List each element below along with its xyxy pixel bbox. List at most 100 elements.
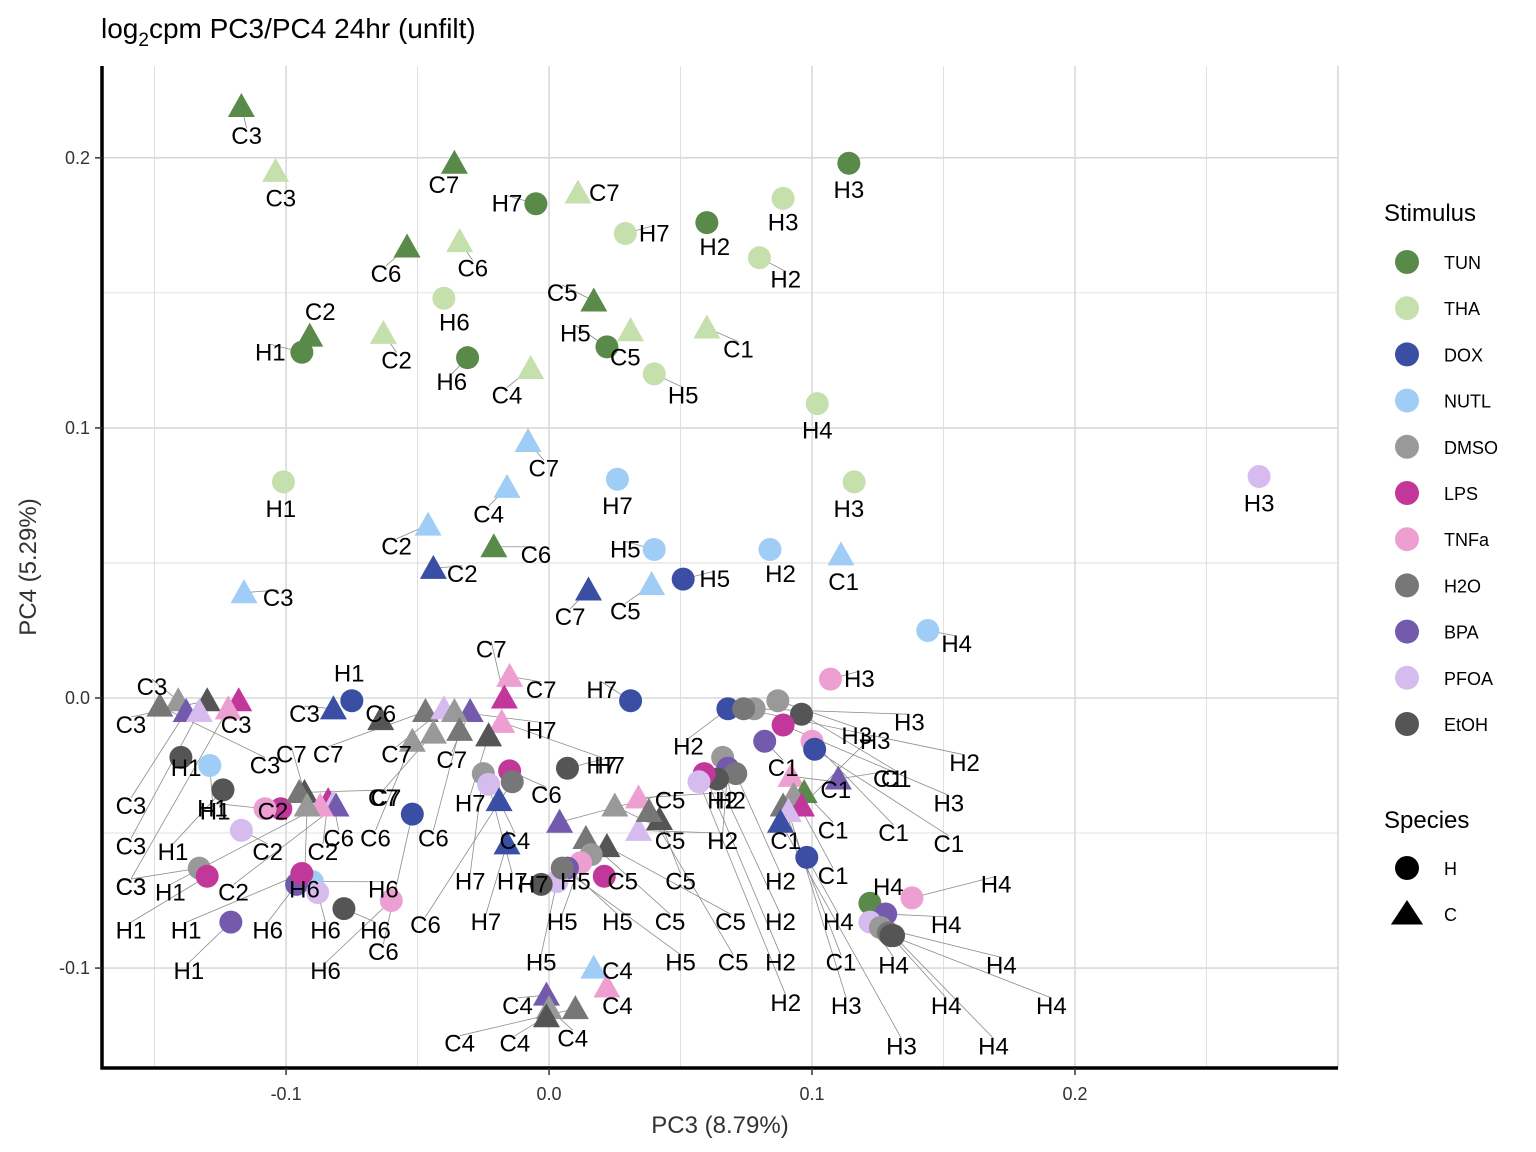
point-label: H1 bbox=[255, 339, 286, 366]
point-label: C6 bbox=[521, 542, 552, 569]
point-dox-h bbox=[671, 567, 695, 591]
point-label: H2 bbox=[707, 828, 738, 855]
leader-line bbox=[561, 867, 681, 955]
point-label: H3 bbox=[933, 790, 964, 817]
point-lps-h bbox=[771, 713, 795, 737]
point-label: H1 bbox=[158, 839, 189, 866]
point-label: C3 bbox=[116, 874, 147, 901]
legend-label-tha: THA bbox=[1444, 299, 1480, 319]
leader-line bbox=[911, 875, 997, 899]
point-label: C2 bbox=[381, 534, 412, 561]
y-axis-title: PC4 (5.29%) bbox=[15, 498, 42, 635]
stimulus-legend-title: Stimulus bbox=[1384, 200, 1476, 227]
point-label: C1 bbox=[818, 863, 849, 890]
point-label: C6 bbox=[365, 701, 396, 728]
point-tha-c bbox=[262, 157, 290, 182]
point-label: H6 bbox=[289, 877, 320, 904]
point-tnfa-c bbox=[777, 762, 805, 787]
point-tnfa-h bbox=[253, 797, 277, 821]
point-label: C3 bbox=[263, 585, 294, 612]
legend-swatch-dox bbox=[1395, 342, 1419, 367]
legend-shape-circle bbox=[1395, 856, 1419, 880]
point-label: H6 bbox=[368, 877, 399, 904]
point-label: H7 bbox=[586, 753, 617, 780]
point-label: H5 bbox=[547, 909, 578, 936]
point-tnfa-h bbox=[818, 667, 842, 691]
point-label: H3 bbox=[860, 728, 891, 755]
point-label: C2 bbox=[447, 561, 478, 588]
point-tnfa-c bbox=[593, 973, 621, 998]
point-label: H1 bbox=[173, 958, 204, 985]
point-label: H4 bbox=[802, 418, 833, 445]
point-label: C6 bbox=[323, 825, 354, 852]
leader-line bbox=[717, 778, 781, 915]
point-label: H1 bbox=[334, 661, 365, 688]
point-label: H2 bbox=[770, 990, 801, 1017]
point-pfoa-h bbox=[1247, 465, 1271, 489]
point-label: C7 bbox=[368, 785, 399, 812]
point-label: H1 bbox=[200, 798, 231, 825]
point-label: C3 bbox=[265, 185, 296, 212]
point-dox-h bbox=[340, 689, 364, 713]
point-dmso-c bbox=[601, 792, 629, 817]
point-label: H3 bbox=[894, 709, 925, 736]
point-etoh-h bbox=[555, 756, 579, 780]
point-label: C1 bbox=[818, 817, 849, 844]
leader-line bbox=[540, 881, 558, 955]
point-tnfa-c bbox=[214, 695, 242, 720]
point-pfoa-h bbox=[477, 772, 501, 796]
point-label: H3 bbox=[841, 723, 872, 750]
point-dox-h bbox=[795, 845, 819, 869]
point-label: C2 bbox=[218, 879, 249, 906]
point-tha-h bbox=[271, 470, 295, 494]
point-label: H4 bbox=[986, 952, 1017, 979]
point-label: H1 bbox=[171, 755, 202, 782]
point-label: C4 bbox=[602, 958, 633, 985]
point-nutl-c bbox=[514, 427, 542, 452]
point-label: H7 bbox=[492, 191, 523, 218]
point-h2o-h bbox=[550, 856, 574, 880]
point-label: H7 bbox=[497, 869, 528, 896]
point-label: C3 bbox=[221, 712, 252, 739]
point-etoh-h bbox=[211, 778, 235, 802]
y-tick-label: 0.1 bbox=[65, 418, 90, 438]
legend-swatch-tnfa bbox=[1395, 527, 1419, 552]
point-label: C2 bbox=[258, 798, 289, 825]
point-label: C6 bbox=[531, 782, 562, 809]
point-label: C7 bbox=[371, 785, 402, 812]
legend-label-etoh: EtOH bbox=[1444, 715, 1488, 735]
point-tha-h bbox=[613, 221, 637, 245]
legend-swatch-etoh bbox=[1395, 712, 1419, 736]
point-label: H6 bbox=[360, 917, 391, 944]
legend-swatch-nutl bbox=[1395, 388, 1419, 413]
point-label: C5 bbox=[547, 280, 578, 307]
point-nutl-h bbox=[605, 467, 629, 491]
leader-line bbox=[787, 811, 847, 998]
chart-title-suffix: cpm PC3/PC4 24hr (unfilt) bbox=[149, 13, 476, 44]
point-label: H5 bbox=[602, 909, 633, 936]
point-label: C5 bbox=[655, 909, 686, 936]
point-nutl-c bbox=[580, 954, 608, 979]
legend-label-h2o: H2O bbox=[1444, 576, 1481, 596]
point-bpa-c bbox=[532, 981, 560, 1006]
point-label: H6 bbox=[310, 917, 341, 944]
leader-line bbox=[811, 740, 894, 826]
point-label: H7 bbox=[518, 871, 549, 898]
point-label: C7 bbox=[528, 455, 559, 482]
point-label: C5 bbox=[610, 599, 641, 626]
point-label: H3 bbox=[768, 210, 799, 237]
point-label: H2 bbox=[699, 234, 730, 261]
point-label: H4 bbox=[873, 874, 904, 901]
point-label: C7 bbox=[589, 180, 620, 207]
point-label: C4 bbox=[502, 993, 533, 1020]
point-label: H1 bbox=[197, 796, 228, 823]
point-label: C4 bbox=[473, 501, 504, 528]
point-label: H3 bbox=[831, 993, 862, 1020]
point-label: C6 bbox=[371, 261, 402, 288]
point-label: C2 bbox=[308, 839, 339, 866]
point-label: H2 bbox=[765, 950, 796, 977]
point-label: H5 bbox=[668, 382, 699, 409]
leader-line bbox=[382, 814, 413, 944]
point-lps-c bbox=[490, 684, 518, 709]
